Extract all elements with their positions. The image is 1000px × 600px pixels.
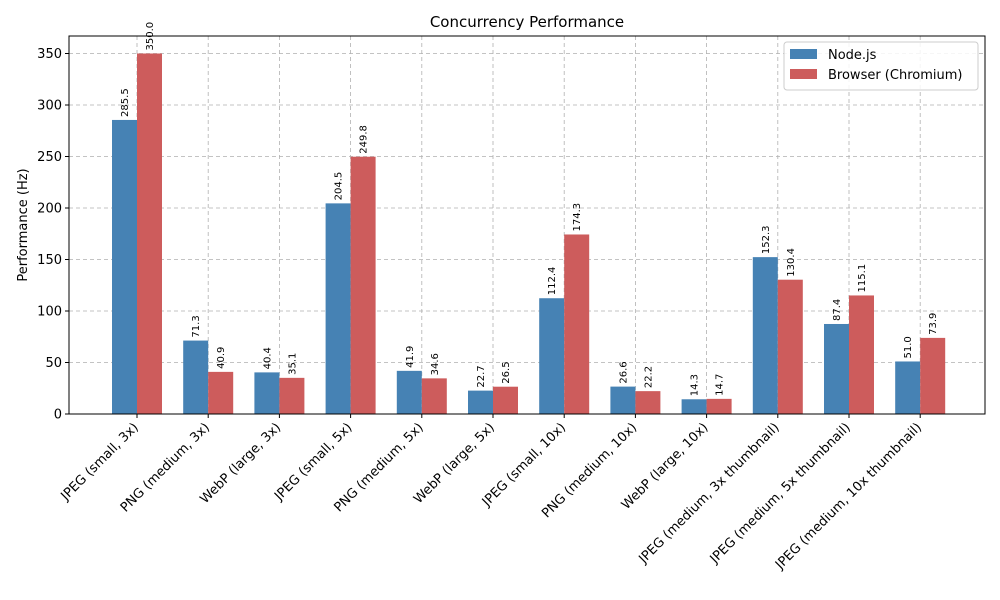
bar [254,372,280,414]
bar-value-label: 112.4 [547,267,558,296]
bar [325,203,351,414]
bar-value-label: 41.9 [405,346,416,368]
bar-value-label: 87.4 [832,299,843,321]
bar-value-label: 40.4 [262,347,273,369]
bar [112,119,137,414]
bar [137,53,162,415]
bar-value-label: 22.2 [643,366,654,388]
bar [468,390,493,414]
legend-label: Node.js [828,48,877,63]
bar [564,234,590,414]
legend-swatch [790,49,817,59]
bar-value-label: 22.7 [476,365,487,387]
legend: Node.js Browser (Chromium) [783,41,979,91]
bar-value-labels: 285.5 71.3 40.4 204.5 41.9 22.7 112.4 26.6 14.3 1… [120,22,939,396]
x-tick-label: JPEG (medium, 5x thumbnail) [707,420,854,567]
bar-value-label: 14.3 [690,374,701,396]
bar-value-label: 350.0 [145,22,156,51]
y-tick-label: 100 [37,305,62,320]
bar-value-label: 115.1 [857,264,868,293]
bar-value-label: 40.9 [216,347,227,369]
bar [610,386,636,414]
x-tick-label: JPEG (medium, 3x thumbnail) [636,420,783,567]
y-tick-label: 300 [37,99,62,114]
bar [824,323,849,414]
y-tick-label: 150 [37,253,62,268]
y-tick-label: 250 [37,150,62,165]
legend-label: Browser (Chromium) [828,68,962,83]
bar [208,371,234,414]
x-tick-label: JPEG (small, 5x) [271,420,355,504]
legend-box [783,41,979,91]
bar [396,370,422,414]
bar [895,361,921,414]
x-axis-ticks: JPEG (small, 3x)PNG (medium, 3x)WebP (la… [58,414,925,573]
bar-value-label: 73.9 [928,313,939,335]
bar-value-label: 26.5 [501,361,512,383]
x-tick-label: JPEG (small, 3x) [58,420,142,504]
bar-value-label: 285.5 [120,88,131,117]
bar [706,398,732,414]
legend-swatch [790,69,817,79]
bar-value-label: 14.7 [715,374,726,396]
y-tick-label: 50 [45,356,62,371]
bar [350,156,376,414]
bar [421,378,447,414]
bar [777,279,803,414]
chart-title: Concurrency Performance [430,13,624,31]
y-axis-title: Performance (Hz) [16,168,31,281]
bar-value-label: 130.4 [786,248,797,277]
y-tick-label: 350 [37,47,62,62]
x-tick-label: JPEG (medium, 10x thumbnail) [772,420,925,573]
bar [539,298,565,414]
bar-value-label: 71.3 [191,315,202,337]
bar-value-label: 152.3 [761,225,772,254]
bar-value-label: 35.1 [287,353,298,375]
y-tick-label: 200 [37,202,62,217]
plot-frame [68,35,986,415]
bar-value-label: 174.3 [572,203,583,232]
bar [635,391,661,414]
bar [493,386,518,414]
bar [752,257,778,414]
bar-value-label: 34.6 [430,353,441,375]
bar-value-label: 249.8 [359,125,370,154]
y-axis-ticks: 0 50 100 150 200 250 300 350 [37,47,69,423]
bar [183,340,209,414]
y-tick-label: 0 [54,408,62,423]
bar-value-label: 51.0 [903,336,914,358]
bar [681,399,707,414]
bar-value-label: 204.5 [334,172,345,201]
bar-value-label: 26.6 [618,361,629,383]
bar [849,295,874,414]
bar [920,337,946,414]
bars-group [112,53,946,415]
bar [279,377,305,414]
